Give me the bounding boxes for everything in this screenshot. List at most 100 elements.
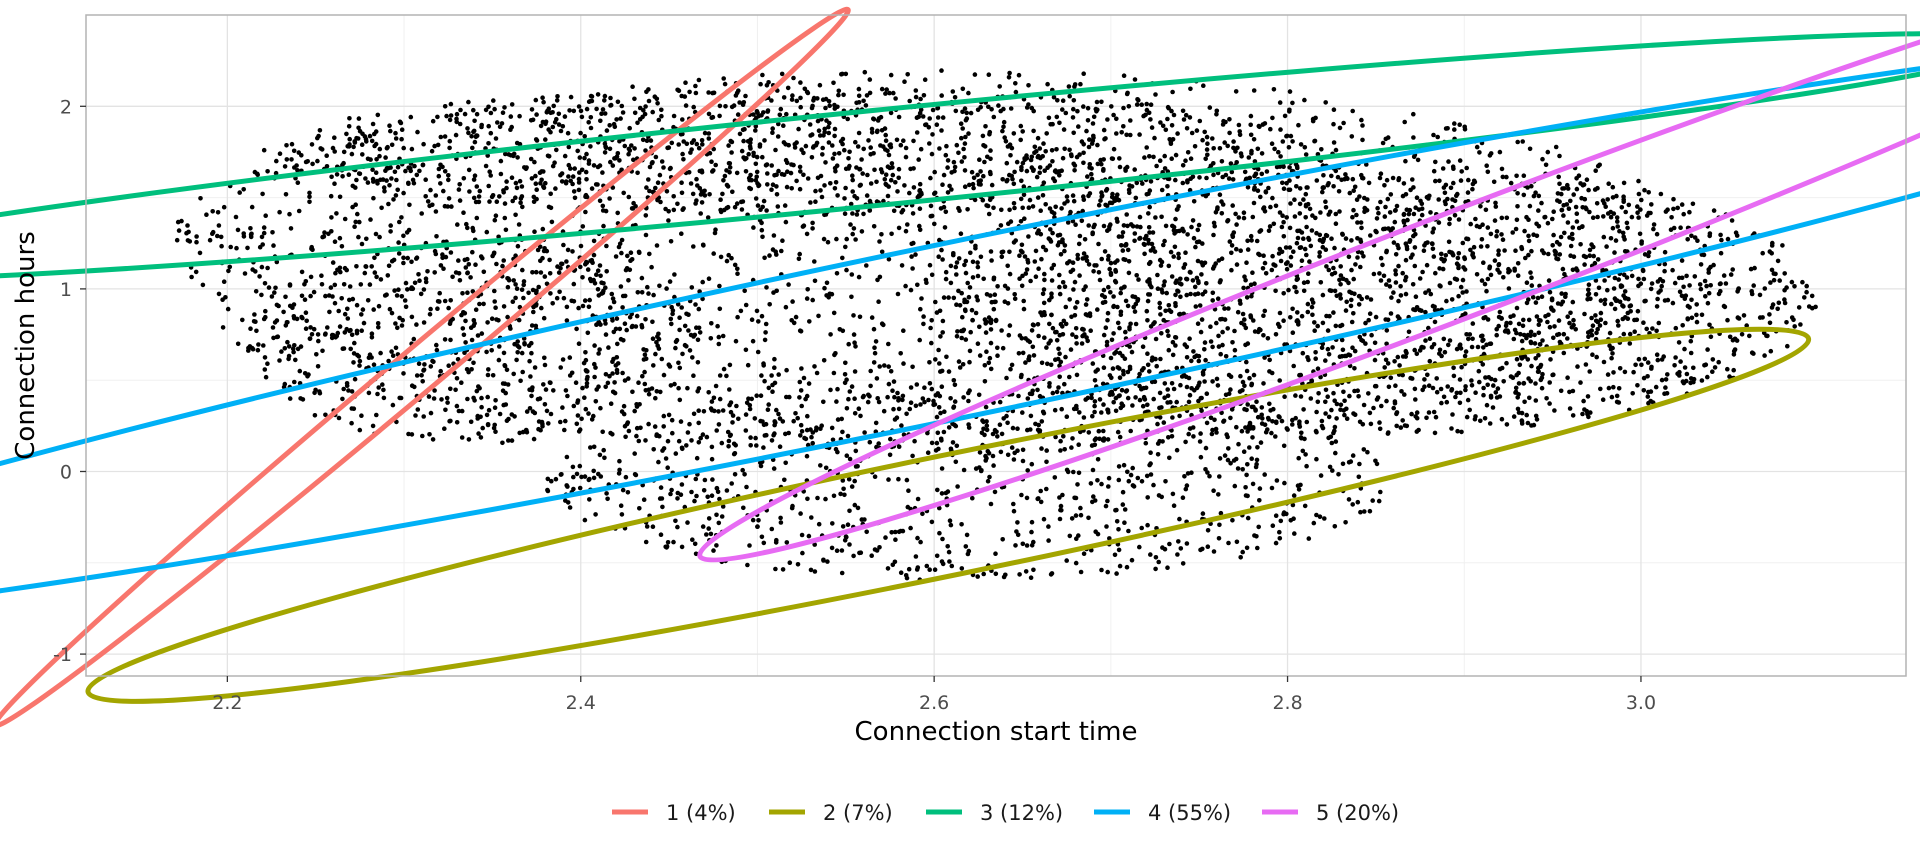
data-point [1045, 361, 1050, 367]
data-point [1162, 381, 1168, 386]
data-point [548, 411, 554, 417]
data-point [518, 378, 523, 384]
data-point [1078, 569, 1084, 575]
data-point [721, 178, 726, 183]
data-point [726, 444, 731, 449]
data-point [1496, 252, 1501, 257]
data-point [456, 408, 462, 414]
data-point [1280, 213, 1285, 218]
data-point [1359, 337, 1364, 343]
data-point [1409, 411, 1414, 417]
data-point [389, 258, 395, 264]
data-point [679, 544, 685, 550]
data-point [1106, 227, 1112, 232]
data-point [934, 440, 940, 446]
data-point [772, 356, 777, 362]
data-point [1305, 279, 1310, 285]
data-point [598, 405, 603, 411]
data-point [346, 172, 352, 177]
data-point [1483, 207, 1489, 213]
data-point [1403, 158, 1408, 164]
data-point [287, 283, 293, 288]
data-point [617, 241, 623, 246]
data-point [913, 252, 918, 257]
data-point [428, 364, 434, 369]
data-point [1179, 282, 1184, 287]
data-point [1102, 299, 1108, 305]
data-point [844, 377, 849, 383]
data-point [500, 263, 505, 269]
data-point [378, 277, 384, 282]
data-point [1271, 221, 1277, 227]
data-point [1457, 343, 1462, 349]
data-point [333, 270, 338, 276]
data-point [1622, 237, 1627, 242]
data-point [1402, 423, 1408, 428]
data-point [1075, 256, 1081, 262]
data-point [1411, 154, 1417, 160]
data-point [219, 243, 224, 249]
data-point [386, 201, 391, 207]
data-point [1510, 375, 1516, 381]
data-point [599, 280, 604, 286]
data-point [614, 355, 620, 360]
data-point [1517, 362, 1523, 368]
data-point [1527, 395, 1532, 401]
data-point [1095, 457, 1101, 462]
data-point [1432, 319, 1438, 325]
data-point [1236, 122, 1242, 128]
data-point [1324, 233, 1330, 239]
data-point [862, 69, 868, 75]
data-point [1131, 304, 1136, 310]
data-point [321, 234, 327, 239]
data-point [372, 255, 377, 261]
data-point [890, 172, 896, 178]
data-point [952, 399, 958, 404]
data-point [585, 330, 591, 336]
data-point [939, 68, 944, 73]
data-point [1665, 297, 1671, 303]
data-point [1512, 268, 1517, 273]
data-point [1048, 122, 1053, 127]
data-point [816, 313, 821, 319]
data-point [1417, 276, 1423, 281]
data-point [492, 405, 498, 411]
data-point [901, 328, 906, 334]
data-point [309, 332, 315, 337]
data-point [1101, 166, 1106, 172]
data-point [578, 243, 584, 249]
data-point [1140, 344, 1146, 350]
data-point [1278, 258, 1284, 264]
data-point [1363, 320, 1368, 326]
data-point [940, 257, 945, 262]
data-point [560, 357, 566, 362]
data-point [874, 376, 880, 381]
data-point [198, 196, 203, 201]
data-point [639, 290, 645, 295]
data-point [323, 331, 328, 337]
data-point [393, 321, 398, 326]
data-point [270, 325, 276, 330]
data-point [1145, 279, 1150, 284]
data-point [1211, 161, 1216, 166]
data-point [506, 438, 511, 443]
data-point [928, 325, 933, 331]
data-point [272, 290, 277, 295]
data-point [1280, 180, 1285, 186]
data-point [555, 264, 560, 269]
data-point [1101, 332, 1107, 338]
data-point [938, 334, 943, 339]
data-point [369, 335, 375, 340]
data-point [257, 274, 262, 279]
data-point [555, 94, 560, 99]
data-point [1757, 292, 1763, 298]
data-point [1515, 395, 1520, 400]
data-point [1531, 232, 1536, 237]
data-point [291, 302, 297, 307]
data-point [1708, 283, 1713, 288]
data-point [1339, 322, 1345, 328]
data-point [1090, 230, 1095, 235]
data-point [1518, 331, 1523, 337]
data-point [409, 432, 415, 437]
data-point [1384, 177, 1390, 183]
